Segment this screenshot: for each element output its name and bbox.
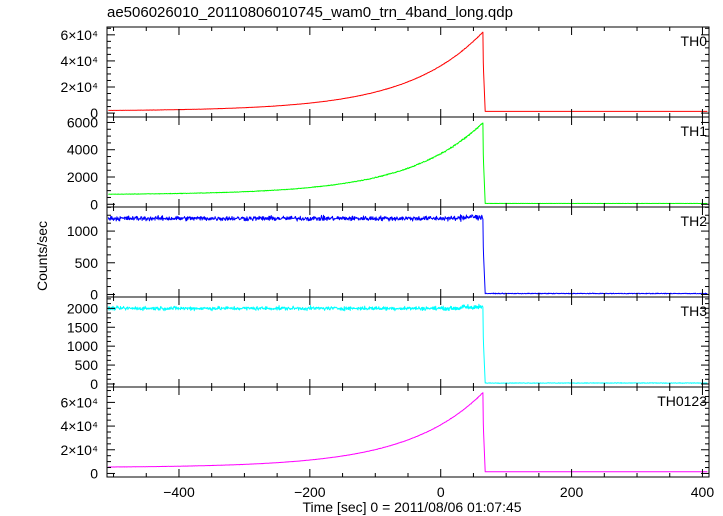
- panel-label-th1: TH1: [681, 123, 708, 139]
- series-th3: [107, 303, 708, 384]
- y-tick-label: 0: [90, 376, 98, 392]
- x-tick-label: 200: [560, 484, 584, 500]
- y-tick-label: 4000: [67, 142, 98, 158]
- y-tick-label: 2×10⁴: [60, 442, 98, 458]
- y-tick-label: 2000: [67, 169, 98, 185]
- panel-label-th2: TH2: [681, 213, 708, 229]
- panel-th0123: 0 2×10⁴ 4×10⁴ 6×10⁴ TH0123: [60, 386, 710, 481]
- panel-th1: 0 2000 4000 6000 TH1: [67, 114, 710, 212]
- y-tick-label: 1000: [67, 223, 98, 239]
- x-tick-label: 400: [691, 484, 715, 500]
- series-th0: [108, 31, 708, 112]
- y-tick-label: 0: [90, 105, 98, 121]
- series-th0123: [108, 392, 708, 473]
- y-tick-label: 6000: [67, 114, 98, 130]
- y-tick-label: 1000: [67, 338, 98, 354]
- panel-label-th0: TH0: [681, 33, 708, 49]
- panel-label-th3: TH3: [681, 303, 708, 319]
- y-tick-label: 2×10⁴: [60, 79, 98, 95]
- panel-frame: [106, 206, 710, 298]
- chart-title: ae506026010_20110806010745_wam0_trn_4ban…: [107, 4, 513, 21]
- panel-th3: 0 500 1000 1500 2000 TH3: [67, 296, 710, 392]
- y-tick-label: 500: [75, 255, 99, 271]
- y-tick-label: 0: [90, 286, 98, 302]
- x-axis-label: Time [sec] 0 = 2011/08/06 01:07:45: [302, 499, 521, 515]
- y-tick-label: 500: [75, 357, 99, 373]
- panel-frame: [106, 26, 710, 118]
- y-axis-label: Counts/sec: [34, 221, 50, 291]
- x-tick-label: −200: [294, 484, 326, 500]
- y-tick-label: 6×10⁴: [60, 394, 98, 410]
- x-tick-label: 0: [437, 484, 445, 500]
- y-tick-label: 4×10⁴: [60, 418, 98, 434]
- panel-label-th0123: TH0123: [657, 393, 707, 409]
- y-tick-label: 4×10⁴: [60, 53, 98, 69]
- panel-frame: [106, 386, 710, 478]
- y-tick-label: 2000: [67, 300, 98, 316]
- x-tick-label: −400: [163, 484, 195, 500]
- x-axis: −400 −200 0 200 400: [163, 484, 714, 500]
- y-tick-label: 0: [90, 196, 98, 212]
- y-tick-label: 1500: [67, 319, 98, 335]
- y-tick-label: 6×10⁴: [60, 27, 98, 43]
- y-tick-label: 0: [90, 465, 98, 481]
- panel-th0: 0 2×10⁴ 4×10⁴ 6×10⁴ TH0: [60, 26, 710, 121]
- panel-frame: [106, 296, 710, 388]
- panel-th2: 0 500 1000 TH2: [67, 206, 710, 302]
- series-th1: [108, 122, 708, 205]
- series-th2: [107, 214, 708, 295]
